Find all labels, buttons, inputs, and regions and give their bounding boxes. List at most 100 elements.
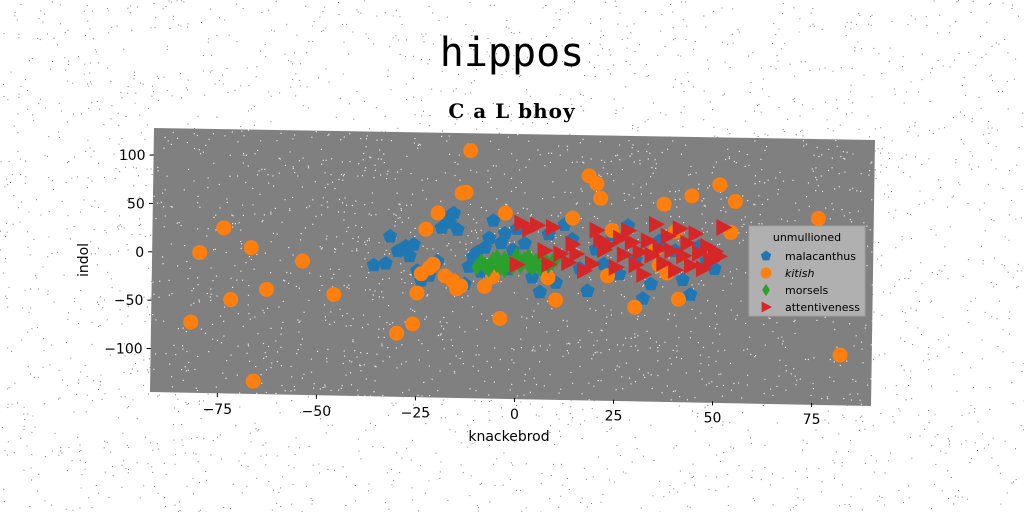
attentiveness-point bbox=[672, 220, 689, 238]
x-tick-label: −50 bbox=[302, 404, 332, 420]
legend-entry-malacanthus: malacanthus bbox=[785, 250, 856, 263]
kitish-point bbox=[245, 373, 261, 389]
kitish-point bbox=[405, 316, 421, 332]
legend-entry-attentiveness: attentiveness bbox=[785, 301, 860, 314]
attentiveness-point bbox=[649, 215, 666, 233]
malacanthus-point bbox=[532, 284, 547, 299]
attentiveness-point bbox=[668, 261, 685, 279]
attentiveness-point bbox=[636, 266, 653, 283]
attentiveness-point bbox=[553, 245, 570, 263]
kitish-point bbox=[684, 188, 700, 204]
x-tick-label: 25 bbox=[605, 409, 623, 425]
legend-morsels-icon bbox=[762, 283, 770, 297]
y-tick-label: 0 bbox=[135, 245, 144, 261]
attentiveness-point bbox=[692, 244, 709, 262]
kitish-point bbox=[548, 292, 564, 308]
kitish-point bbox=[425, 256, 441, 272]
y-tick-label: 50 bbox=[127, 196, 145, 212]
kitish-point bbox=[295, 253, 311, 269]
attentiveness-point bbox=[541, 255, 558, 273]
malacanthus-point bbox=[366, 257, 381, 272]
legend-title: unmullioned bbox=[773, 231, 841, 244]
attentiveness-point bbox=[684, 257, 701, 275]
kitish-point bbox=[216, 220, 232, 236]
y-tick-label: −50 bbox=[114, 293, 144, 309]
kitish-point bbox=[326, 286, 342, 302]
kitish-point bbox=[389, 325, 405, 341]
attentiveness-point bbox=[640, 232, 657, 250]
attentiveness-point bbox=[664, 242, 681, 260]
kitish-point bbox=[463, 143, 479, 159]
kitish-point bbox=[832, 347, 848, 363]
legend-malacanthus-icon bbox=[760, 250, 772, 261]
attentiveness-point bbox=[628, 256, 645, 274]
kitish-point bbox=[497, 205, 513, 221]
kitish-point bbox=[458, 184, 474, 200]
attentiveness-point bbox=[652, 240, 669, 258]
attentiveness-point bbox=[624, 233, 642, 251]
attentiveness-point bbox=[711, 247, 728, 265]
attentiveness-point bbox=[680, 234, 697, 252]
kitish-point bbox=[810, 210, 826, 226]
kitish-point bbox=[243, 240, 259, 256]
malacanthus-point bbox=[675, 272, 690, 286]
y-tick-label: 100 bbox=[119, 148, 146, 164]
x-tick-label: 75 bbox=[803, 412, 821, 428]
legend-attentiveness-icon bbox=[761, 301, 772, 313]
malacanthus-point bbox=[406, 237, 421, 251]
malacanthus-point bbox=[450, 222, 465, 236]
morsels-point bbox=[487, 251, 499, 270]
kitish-point bbox=[627, 299, 643, 315]
attentiveness-point bbox=[585, 255, 602, 273]
kitish-point bbox=[565, 210, 581, 226]
kitish-point bbox=[540, 270, 556, 286]
kitish-point bbox=[183, 314, 199, 330]
x-tick-label: 0 bbox=[510, 407, 519, 423]
kitish-point bbox=[656, 196, 672, 212]
attentiveness-point bbox=[616, 246, 633, 264]
malacanthus-point bbox=[486, 213, 501, 227]
attentiveness-point bbox=[716, 218, 733, 236]
y-axis-label: indol bbox=[76, 243, 92, 277]
kitish-point bbox=[727, 194, 743, 210]
data-points bbox=[183, 143, 848, 389]
morsels-point bbox=[498, 260, 511, 279]
y-axis-ticks: 100 50 0 −50 −100 bbox=[104, 148, 154, 357]
morsels-point bbox=[471, 258, 483, 276]
chart-title: C a L bhoy bbox=[448, 99, 576, 123]
x-tick-label: −75 bbox=[203, 402, 233, 418]
x-tick-label: 50 bbox=[704, 410, 722, 426]
attentiveness-point bbox=[530, 216, 547, 234]
legend-entry-morsels: morsels bbox=[785, 284, 829, 297]
x-axis-ticks: −75 −50 −25 0 25 50 75 bbox=[203, 393, 821, 428]
attentiveness-point bbox=[537, 242, 554, 260]
kitish-point bbox=[593, 190, 609, 206]
attentiveness-point bbox=[656, 254, 673, 272]
x-tick-label: −25 bbox=[401, 405, 431, 421]
malacanthus-point bbox=[643, 276, 658, 291]
kitish-point bbox=[409, 285, 425, 301]
kitish-point bbox=[492, 311, 508, 327]
attentiveness-point bbox=[569, 245, 586, 263]
kitish-point bbox=[670, 291, 686, 307]
figure-suptitle: hippos bbox=[439, 30, 585, 76]
kitish-point bbox=[589, 176, 605, 192]
kitish-point bbox=[223, 292, 239, 308]
malacanthus-point bbox=[402, 248, 417, 263]
x-axis-label: knackebrod bbox=[468, 429, 549, 445]
morsels-point bbox=[491, 248, 503, 267]
malacanthus-point bbox=[683, 287, 698, 301]
malacanthus-point bbox=[525, 270, 540, 284]
malacanthus-point bbox=[446, 205, 461, 220]
morsels-point bbox=[511, 247, 523, 265]
morsels-point bbox=[479, 256, 491, 274]
attentiveness-point bbox=[632, 243, 649, 261]
legend-kitish-icon bbox=[760, 267, 772, 279]
legend: unmullioned malacanthus kitish morsels atte… bbox=[748, 225, 866, 317]
y-tick-label: −100 bbox=[104, 341, 142, 357]
kitish-point bbox=[453, 278, 469, 294]
malacanthus-point bbox=[482, 230, 497, 245]
malacanthus-point bbox=[378, 255, 393, 270]
attentiveness-point bbox=[676, 247, 693, 265]
